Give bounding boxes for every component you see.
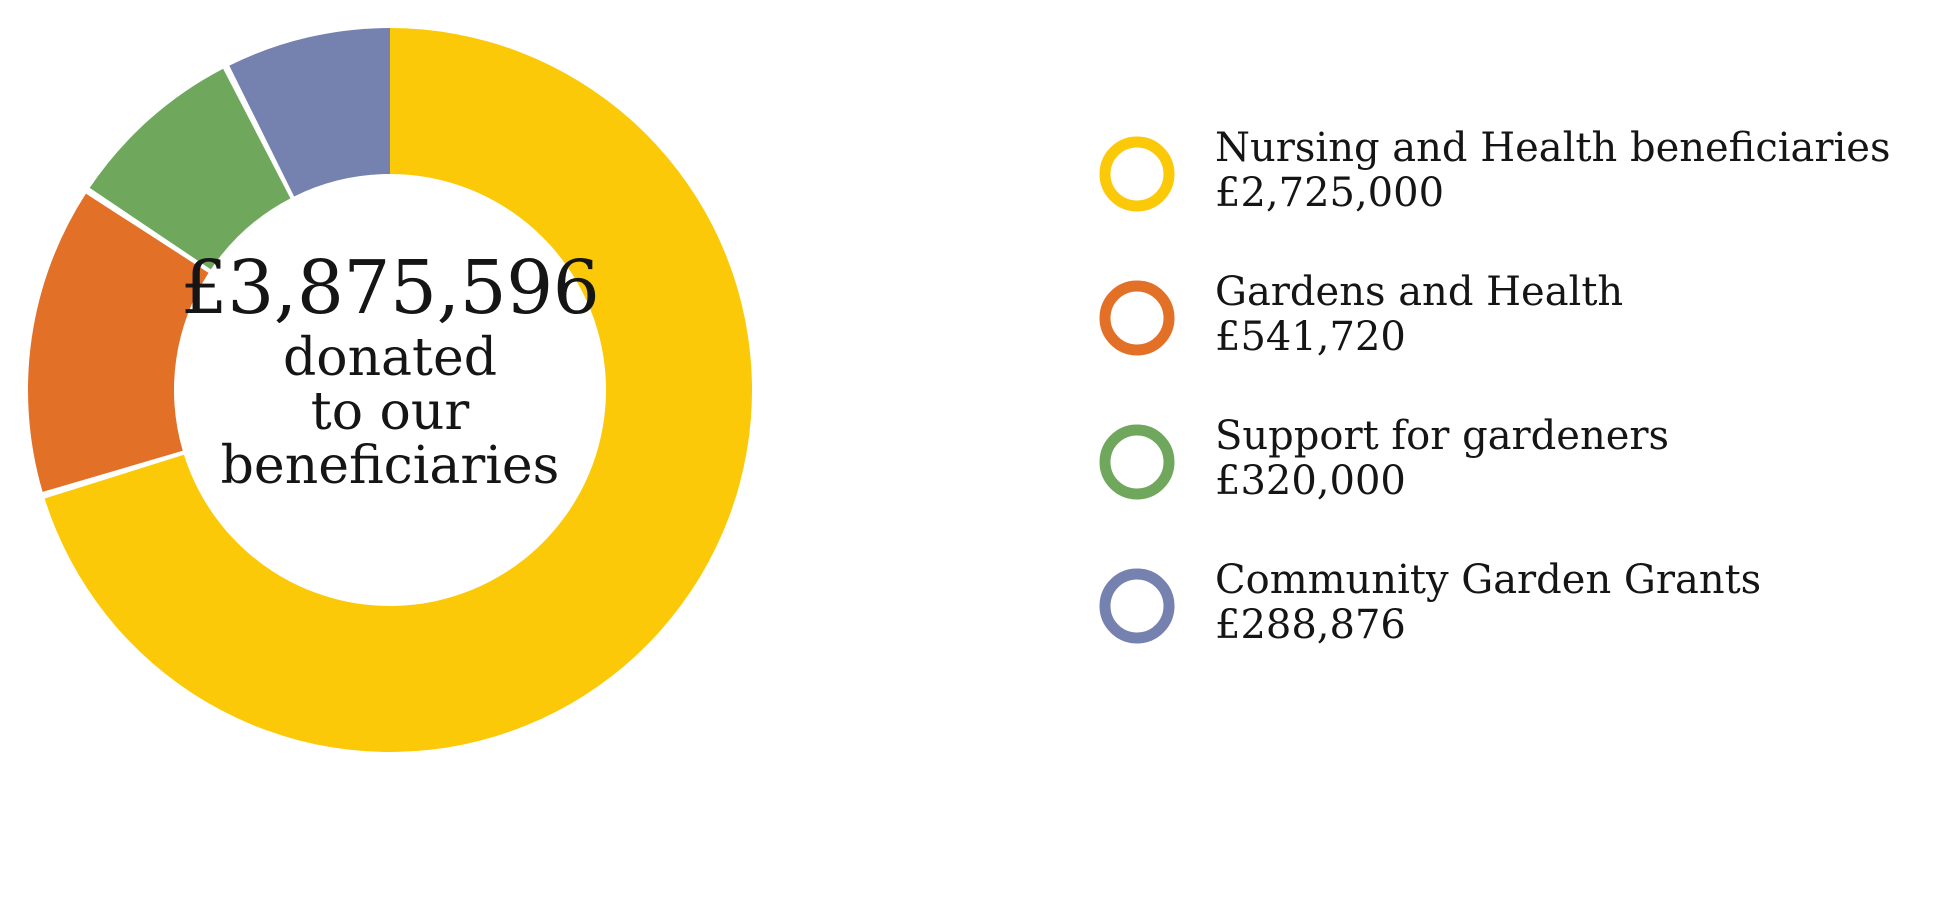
legend-text-block: Community Garden Grants £288,876	[1215, 550, 1915, 648]
legend-item-value: £320,000	[1215, 457, 1406, 504]
donut-chart: £3,875,596 donated to our beneficiaries	[0, 0, 800, 900]
legend-item[interactable]: Community Garden Grants £288,876	[1095, 550, 1915, 694]
legend-text-block: Nursing and Health beneficiaries £2,725,0…	[1215, 118, 1915, 216]
legend-item-value: £288,876	[1215, 601, 1406, 648]
legend-text-block: Gardens and Health £541,720	[1215, 262, 1915, 360]
legend-ring-support-for-gardeners	[1095, 420, 1179, 504]
donut-slice[interactable]	[89, 68, 291, 270]
legend-item[interactable]: Nursing and Health beneficiaries £2,725,0…	[1095, 118, 1915, 262]
chart-legend: Nursing and Health beneficiaries £2,725,0…	[1095, 118, 1915, 694]
legend-item-label: Community Garden Grants	[1215, 557, 1762, 603]
legend-item[interactable]: Gardens and Health £541,720	[1095, 262, 1915, 406]
legend-item-value: £541,720	[1215, 313, 1406, 360]
legend-item-label: Nursing and Health beneficiaries	[1215, 125, 1891, 171]
donut-slice[interactable]	[28, 193, 209, 492]
legend-text-block: Support for gardeners £320,000	[1215, 406, 1915, 504]
legend-ring-nursing-and-health	[1095, 132, 1179, 216]
legend-item-value: £2,725,000	[1215, 169, 1445, 216]
donut-chart-svg	[28, 28, 752, 753]
donut-slice[interactable]	[44, 28, 752, 753]
legend-item-label: Gardens and Health	[1215, 269, 1624, 315]
legend-item[interactable]: Support for gardeners £320,000	[1095, 406, 1915, 550]
legend-ring-gardens-and-health	[1095, 276, 1179, 360]
donut-slice[interactable]	[229, 28, 390, 197]
legend-ring-community-garden-grants	[1095, 564, 1179, 648]
legend-item-label: Support for gardeners	[1215, 413, 1670, 459]
donut-slice-group	[28, 28, 752, 753]
